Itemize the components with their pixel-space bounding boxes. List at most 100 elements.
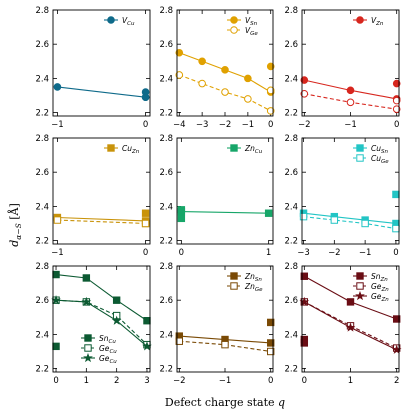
data-point [299,296,310,307]
legend-label: SnCu [99,334,116,345]
x-axis-label: Defect charge state q [165,396,285,409]
plot-frame [176,9,274,117]
x-tick-label: 0 [268,120,273,130]
legend-label: GeCu [99,354,117,365]
legend-label: GeCu [99,344,117,355]
y-axis-label: dα−S [Å] [7,203,23,247]
y-tick-label: 2.2 [284,237,298,247]
data-point [52,270,60,279]
data-point [299,212,308,221]
data-point [81,296,92,307]
x-tick-label: 0 [143,120,148,130]
legend-marker [356,272,364,280]
y-tick-label: 2.2 [284,109,298,119]
series-cu-zn [53,209,150,228]
plot-frame [301,137,400,245]
x-tick-label: 1 [348,376,353,386]
data-point [82,274,91,282]
data-point [392,105,401,113]
x-tick-label: 0 [394,120,399,130]
y-tick-label: 2.4 [35,74,49,84]
data-point [244,95,252,103]
y-tick-label: 2.2 [35,109,49,119]
legend-label: CuGe [371,154,389,165]
x-tick-label: 2 [394,376,399,386]
data-point [198,57,206,66]
data-point [392,224,400,233]
data-point [392,315,401,323]
extra-point [141,93,150,101]
data-point [143,317,151,325]
legend-marker [356,282,364,290]
data-point [198,79,206,88]
data-point [112,296,121,304]
extra-point [392,79,401,88]
panel-3: 2.2 2.4 2.6 2.8 −2 −1 0 VZn [284,6,401,130]
plot-frame [301,265,400,373]
x-tick-label: −1 [344,120,357,130]
legend-label: GeZn [371,292,389,303]
extra-point [392,190,400,199]
x-tick-label: −2 [298,120,311,130]
data-point [175,337,183,345]
data-point [244,74,252,83]
data-point [346,98,355,107]
x-tick-label: −1 [359,248,372,258]
data-point [53,83,62,91]
y-tick-label: 2.8 [35,6,49,16]
series-line [55,274,148,322]
data-point [330,216,339,224]
y-tick-label: 2.2 [159,109,173,119]
x-tick-label: 3 [144,376,149,386]
legend-marker [356,154,364,162]
series-v-zn [300,76,401,103]
series-line [57,216,146,222]
extra-point [300,339,309,347]
series-line [55,299,148,347]
legend-marker [84,344,92,352]
x-tick-label: −1 [51,248,64,258]
y-tick-label: 2.6 [284,40,298,50]
y-tick-label: 2.2 [35,237,49,247]
legend-marker [107,16,115,24]
series-unlabeled [300,89,401,113]
legend-marker [355,290,365,301]
y-tick-label: 2.2 [159,365,173,375]
extra-point [266,86,275,95]
data-point [221,66,229,74]
legend-label: ZnCu [244,144,263,155]
y-tick-label: 2.4 [35,202,49,212]
x-tick-label: −4 [173,120,186,130]
series-sn-cu [52,270,151,351]
y-tick-label: 2.4 [35,330,49,340]
y-tick-label: 2.6 [35,296,49,306]
y-tick-label: 2.6 [284,296,298,306]
series-line [57,86,146,98]
extra-point [392,96,401,105]
data-point [264,209,273,217]
legend-label: ZnGe [244,282,263,293]
legend-marker [356,144,364,152]
legend-label: ZnSn [244,272,262,283]
y-tick-label: 2.8 [284,6,298,16]
legend-label: SnZn [371,272,388,283]
series-zn-ge [175,337,275,356]
plot-frame [301,9,400,117]
y-tick-label: 2.4 [159,74,173,84]
plot-frame [176,137,274,245]
series-zn-cu [177,206,273,223]
y-tick-label: 2.6 [159,296,173,306]
legend-label: CuSn [371,144,388,155]
data-point [266,107,275,115]
y-tick-label: 2.6 [284,168,298,178]
data-point [221,340,229,349]
y-tick-label: 2.8 [159,6,173,16]
y-tick-label: 2.6 [159,168,173,178]
legend-marker [230,26,238,34]
data-point [175,48,184,57]
